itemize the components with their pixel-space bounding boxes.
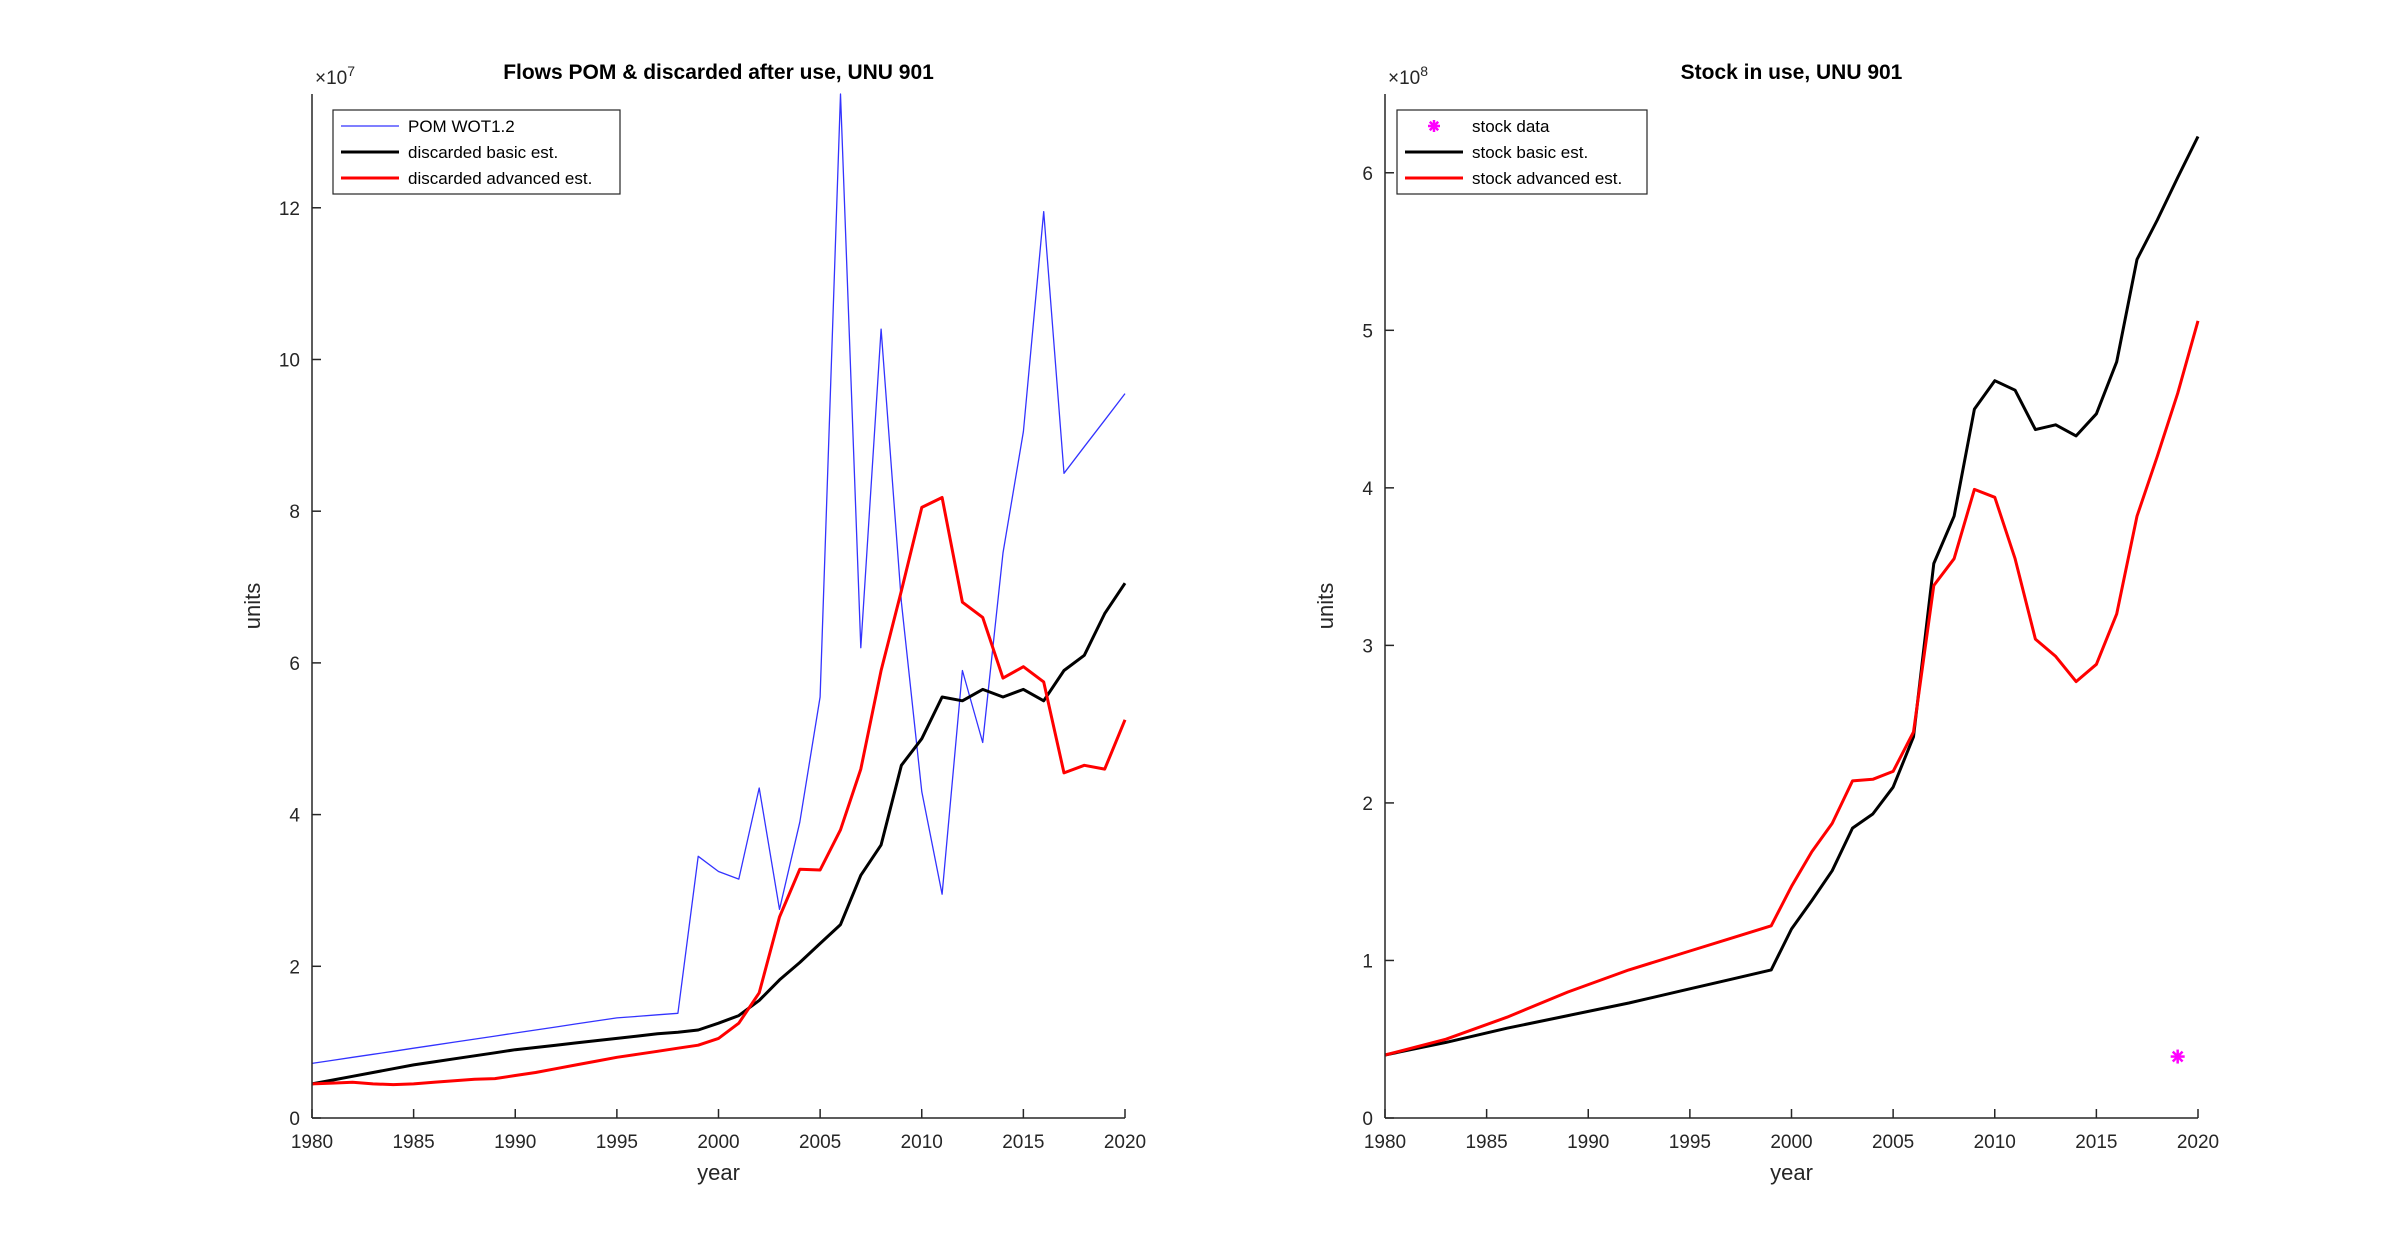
x-tick-label: 2000 (697, 1132, 739, 1153)
y-tick-label: 10 (279, 350, 300, 371)
legend-item-1: stock data (1428, 117, 1550, 136)
y-tick-label: 8 (289, 502, 300, 523)
legend-label: discarded advanced est. (408, 169, 592, 188)
legend-label: POM WOT1.2 (408, 117, 515, 136)
x-tick-label: 1995 (596, 1132, 638, 1153)
series-line-2 (311, 582, 1127, 1086)
x-tick-label: 1995 (1669, 1132, 1711, 1153)
data-point-1-1 (2170, 1049, 2185, 1064)
legend-item-2: stock basic est. (1405, 143, 1588, 162)
y-tick-label: 12 (279, 199, 300, 220)
x-tick-label: 1990 (1567, 1132, 1609, 1153)
x-tick-label: 2005 (799, 1132, 841, 1153)
x-tick-label: 2000 (1770, 1132, 1812, 1153)
x-tick-label: 1980 (291, 1132, 333, 1153)
series-line-3 (311, 496, 1127, 1087)
legend-label: stock basic est. (1472, 143, 1588, 162)
x-tick-label: 2010 (1974, 1132, 2016, 1153)
y-tick-label: 4 (289, 806, 300, 827)
y-tick-label: 6 (289, 654, 300, 675)
legend-label: stock data (1472, 117, 1550, 136)
y-tick-label: 0 (289, 1109, 300, 1130)
y-tick-label: 6 (1362, 164, 1373, 185)
legend-label: stock advanced est. (1472, 169, 1622, 188)
legend: POM WOT1.2 discarded basic est. discarded … (332, 109, 621, 195)
y-tick-label: 1 (1362, 951, 1373, 972)
x-tick-label: 1980 (1364, 1132, 1406, 1153)
legend-item-3: stock advanced est. (1405, 169, 1622, 188)
y-tick-label: 3 (1362, 636, 1373, 657)
series-line-3 (1384, 320, 2200, 1057)
legend-item-2: discarded basic est. (341, 143, 558, 162)
legend-label: discarded basic est. (408, 143, 558, 162)
legend: stock data stock basic est. stock advanced… (1396, 109, 1648, 195)
x-tick-label: 2015 (1002, 1132, 1044, 1153)
y-tick-label: 4 (1362, 479, 1373, 500)
y-tick-label: 0 (1362, 1109, 1373, 1130)
chart-title: Flows POM & discarded after use, UNU 901 (503, 61, 934, 84)
x-tick-label: 2010 (901, 1132, 943, 1153)
chart-2: 1980 1985 1990 1995 2000 2005 2010 2015 2020 0 1 2 3… (1313, 61, 2219, 1185)
legend-item-3: discarded advanced est. (341, 169, 592, 188)
series-line-2 (1384, 135, 2200, 1057)
y-exponent-label: ×108 (1388, 63, 1428, 89)
chart-1: 1980 1985 1990 1995 2000 2005 2010 2015 2020 0 2 4 6… (240, 61, 1146, 1185)
x-tick-label: 1985 (392, 1132, 434, 1153)
y-axis-label: units (240, 583, 265, 629)
y-tick-label: 2 (289, 957, 300, 978)
legend-item-1: POM WOT1.2 (341, 117, 515, 136)
y-tick-label: 5 (1362, 321, 1373, 342)
x-tick-label: 1985 (1465, 1132, 1507, 1153)
x-tick-label: 2020 (2177, 1132, 2219, 1153)
chart-title: Stock in use, UNU 901 (1681, 61, 1903, 84)
x-tick-label: 2015 (2075, 1132, 2117, 1153)
y-axis-label: units (1313, 583, 1338, 629)
x-axis-label: year (1770, 1160, 1813, 1185)
x-axis-label: year (697, 1160, 740, 1185)
x-tick-label: 2005 (1872, 1132, 1914, 1153)
x-tick-label: 1990 (494, 1132, 536, 1153)
y-tick-label: 2 (1362, 794, 1373, 815)
x-tick-label: 2020 (1104, 1132, 1146, 1153)
series-line-1 (311, 93, 1126, 1065)
legend-box (332, 109, 621, 195)
y-exponent-label: ×107 (315, 63, 355, 89)
